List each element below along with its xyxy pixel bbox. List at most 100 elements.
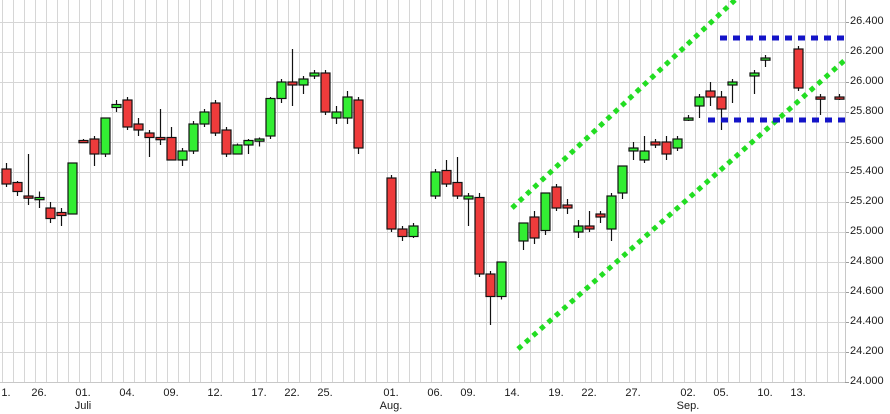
candle-series: [1, 46, 845, 325]
candlestick[interactable]: [34, 191, 45, 209]
candlestick[interactable]: [12, 181, 23, 196]
candlestick[interactable]: [452, 157, 463, 199]
candlestick[interactable]: [540, 192, 551, 235]
candlestick[interactable]: [287, 49, 298, 106]
candle-body: [265, 97, 276, 137]
candlestick[interactable]: [133, 118, 144, 136]
candlestick[interactable]: [78, 139, 89, 144]
upper-trendline[interactable]: [510, 0, 737, 210]
candlestick[interactable]: [23, 154, 34, 205]
candlestick[interactable]: [485, 271, 496, 325]
candlestick[interactable]: [463, 193, 474, 226]
candle-body: [727, 81, 738, 86]
price-tick-label: 26.000: [850, 75, 884, 87]
price-tick-mark: [845, 22, 849, 23]
date-tick-label: 14.: [504, 387, 520, 399]
candlestick[interactable]: [276, 79, 287, 103]
candlestick[interactable]: [474, 193, 485, 277]
candlestick[interactable]: [694, 94, 705, 118]
date-tick-label: 05.: [713, 387, 729, 399]
candlestick[interactable]: [834, 94, 845, 100]
candlestick[interactable]: [232, 143, 243, 155]
candle-body: [397, 228, 408, 238]
candlestick[interactable]: [309, 70, 320, 79]
date-month-label: Aug.: [379, 400, 403, 412]
candlestick[interactable]: [518, 222, 529, 250]
price-tick-mark: [845, 142, 849, 143]
candlestick[interactable]: [45, 202, 56, 223]
candlestick[interactable]: [177, 148, 188, 166]
candlestick[interactable]: [496, 261, 507, 300]
candlestick[interactable]: [221, 127, 232, 157]
price-tick-label: 24.200: [850, 345, 884, 357]
lower-trendline[interactable]: [516, 58, 845, 351]
candlestick[interactable]: [793, 46, 804, 91]
candlestick[interactable]: [727, 79, 738, 103]
candlestick[interactable]: [254, 137, 265, 147]
candlestick[interactable]: [397, 226, 408, 241]
candlestick[interactable]: [100, 117, 111, 157]
date-tick-label: 22.: [581, 387, 597, 399]
candlestick[interactable]: [606, 193, 617, 241]
candlestick[interactable]: [89, 136, 100, 166]
candlestick[interactable]: [144, 130, 155, 157]
candlestick[interactable]: [815, 94, 826, 115]
candlestick[interactable]: [551, 184, 562, 211]
candlestick[interactable]: [573, 220, 584, 238]
candlestick[interactable]: [683, 115, 694, 121]
price-tick-mark: [845, 202, 849, 203]
candlestick[interactable]: [716, 91, 727, 130]
date-tick-label: 17.: [251, 387, 267, 399]
candlestick[interactable]: [298, 76, 309, 94]
candlestick[interactable]: [672, 136, 683, 151]
candlestick[interactable]: [210, 100, 221, 136]
date-tick-label: 1.: [1, 387, 11, 399]
candle-body: [617, 165, 628, 194]
candlestick[interactable]: [760, 55, 771, 67]
candlestick[interactable]: [386, 175, 397, 232]
candlestick[interactable]: [188, 121, 199, 154]
candlestick[interactable]: [562, 199, 573, 214]
candlestick[interactable]: [199, 109, 210, 127]
date-tick-label: 09.: [460, 387, 476, 399]
candlestick[interactable]: [353, 97, 364, 154]
date-tick-label: 12.: [207, 387, 223, 399]
candlestick[interactable]: [1, 163, 12, 187]
candlestick[interactable]: [243, 139, 254, 154]
candle-body: [188, 123, 199, 152]
candlestick[interactable]: [122, 97, 133, 130]
candlestick[interactable]: [639, 136, 650, 163]
chart-plot-area[interactable]: [0, 0, 845, 382]
candlestick[interactable]: [705, 82, 716, 106]
candle-body: [287, 81, 298, 86]
candlestick[interactable]: [265, 97, 276, 139]
candlestick[interactable]: [749, 70, 760, 94]
candlestick[interactable]: [617, 165, 628, 199]
candlestick[interactable]: [628, 142, 639, 160]
candlestick[interactable]: [441, 160, 452, 187]
candlestick[interactable]: [155, 109, 166, 145]
candlestick[interactable]: [595, 211, 606, 223]
candlestick[interactable]: [584, 211, 595, 232]
candlestick[interactable]: [430, 169, 441, 199]
candle-body: [122, 99, 133, 128]
candlestick[interactable]: [111, 100, 122, 112]
price-tick-mark: [845, 112, 849, 113]
candle-body: [133, 123, 144, 131]
candlestick[interactable]: [166, 127, 177, 161]
candlestick[interactable]: [408, 223, 419, 238]
candlestick[interactable]: [67, 162, 78, 215]
candlestick[interactable]: [342, 91, 353, 124]
gridlines: [0, 0, 845, 382]
candle-body: [694, 96, 705, 107]
candlestick[interactable]: [56, 208, 67, 226]
candle-body: [331, 111, 342, 119]
candlestick[interactable]: [661, 136, 672, 160]
candlestick[interactable]: [320, 70, 331, 115]
candlestick[interactable]: [529, 211, 540, 244]
candlestick[interactable]: [331, 106, 342, 124]
price-tick-label: 25.600: [850, 135, 884, 147]
candlestick[interactable]: [650, 139, 661, 148]
candle-body: [485, 273, 496, 298]
